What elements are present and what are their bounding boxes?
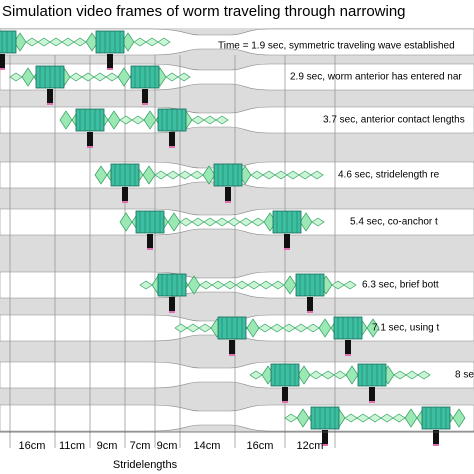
force-peg [47, 89, 53, 103]
channel [0, 361, 474, 389]
frame-caption: 3.7 sec, anterior contact lengths [323, 115, 465, 126]
force-peg [122, 187, 128, 201]
force-tip [229, 354, 235, 356]
frame-caption: 2.9 sec, worm anterior has entered nar [290, 72, 462, 83]
force-peg [147, 234, 153, 248]
force-tip [322, 444, 328, 446]
stridelength-label: 14cm [194, 440, 221, 452]
stridelength-label: 7cm [130, 440, 151, 452]
frame-caption: 8 se [455, 370, 474, 381]
force-peg [369, 387, 375, 401]
force-tip [284, 248, 290, 250]
worm-segment [157, 37, 171, 47]
worm-segment [343, 280, 357, 290]
force-tip [142, 103, 148, 105]
channel [0, 404, 474, 432]
force-tip [169, 146, 175, 148]
stridelength-label: 12cm [297, 440, 324, 452]
force-tip [345, 354, 351, 356]
worm-segment [215, 115, 229, 125]
stridelength-label: 16cm [247, 440, 274, 452]
worm-segment [311, 217, 325, 227]
frame-caption: 7.1 sec, using t [372, 323, 439, 334]
frame-caption: 4.6 sec, stridelength re [338, 170, 440, 181]
anchor [0, 30, 17, 54]
stridelength-label: 11cm [59, 440, 85, 452]
worm-segment [310, 170, 324, 180]
frame-caption: 5.4 sec, co-anchor t [350, 217, 438, 228]
worm-segment [452, 408, 466, 428]
force-tip [87, 146, 93, 148]
stridelength-label: 9cm [97, 440, 118, 452]
channel [0, 63, 474, 91]
force-peg [345, 340, 351, 354]
channel [0, 106, 474, 134]
force-peg [169, 132, 175, 146]
force-peg [169, 297, 175, 311]
force-tip [433, 444, 439, 446]
frame-caption: 6.3 sec, brief bott [362, 280, 439, 291]
worm-segment [177, 72, 191, 82]
force-peg [433, 430, 439, 444]
force-peg [307, 297, 313, 311]
force-tip [369, 401, 375, 403]
force-peg [225, 187, 231, 201]
stridelength-labels: 16cm 11cm 9cm 7cm 9cm 14cm 16cm 12cm [19, 440, 324, 452]
force-peg [229, 340, 235, 354]
force-peg [107, 54, 113, 68]
worm-segment [366, 318, 380, 338]
force-tip [47, 103, 53, 105]
force-tip [307, 311, 313, 313]
force-tip [107, 68, 113, 70]
stridelength-title: Stridelengths [113, 459, 178, 471]
stridelength-label: 16cm [19, 440, 46, 452]
force-tip [169, 311, 175, 313]
force-tip [122, 201, 128, 203]
frame-caption: Time = 1.9 sec, symmetric traveling wave… [218, 41, 455, 52]
force-peg [142, 89, 148, 103]
title: Simulation video frames of worm travelin… [2, 3, 406, 20]
force-peg [284, 234, 290, 248]
stridelength-label: 9cm [157, 440, 178, 452]
captions: Time = 1.9 sec, symmetric traveling wave… [218, 41, 474, 381]
worm-segment [417, 370, 431, 380]
force-peg [322, 430, 328, 444]
force-tip [225, 201, 231, 203]
force-peg [282, 387, 288, 401]
force-peg [0, 54, 5, 68]
force-tip [147, 248, 153, 250]
force-peg [87, 132, 93, 146]
force-tip [0, 68, 5, 70]
force-tip [282, 401, 288, 403]
worms [0, 30, 466, 446]
